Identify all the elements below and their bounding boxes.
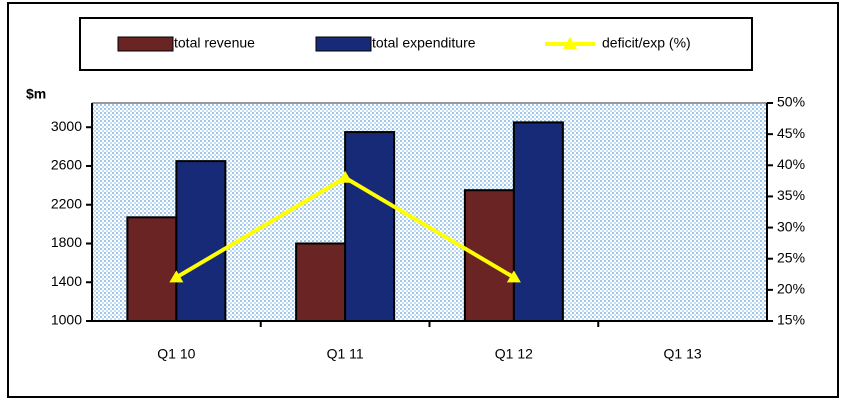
y-tick-label: 3000 [51,118,82,134]
y-tick-label: 1400 [51,273,82,289]
y2-tick-label: 40% [777,156,805,172]
y2-tick-label: 25% [777,249,805,265]
y2-tick-label: 15% [777,312,805,328]
line-marker [506,270,521,283]
y-tick-label: 1800 [51,234,82,250]
y2-tick-label: 20% [777,281,805,297]
bar [175,160,227,322]
legend-marker [563,37,577,49]
legend-swatch [117,36,174,52]
bar [512,121,564,322]
line-marker [338,170,353,183]
legend-label: deficit/exp (%) [602,35,691,51]
bar [126,216,178,322]
legend-swatch [315,36,372,52]
y2-tick-label: 50% [777,94,805,110]
y-tick-label: 2600 [51,157,82,173]
y-tick-label: 2200 [51,195,82,211]
bar [295,242,347,322]
y-tick-label: 1000 [51,312,82,328]
bar [463,189,515,322]
x-tick-label: Q1 13 [664,346,702,362]
x-tick-label: Q1 11 [327,346,364,362]
x-tick-label: Q1 12 [495,346,533,362]
legend-label: total expenditure [372,35,476,51]
y2-tick-label: 45% [777,125,805,141]
legend-box [79,17,753,71]
line-marker [169,270,184,283]
y-axis-label: $m [26,86,46,102]
legend-label: total revenue [174,35,255,51]
y2-tick-label: 30% [777,218,805,234]
x-tick-label: Q1 10 [157,346,195,362]
bar [344,131,396,322]
y2-tick-label: 35% [777,187,805,203]
